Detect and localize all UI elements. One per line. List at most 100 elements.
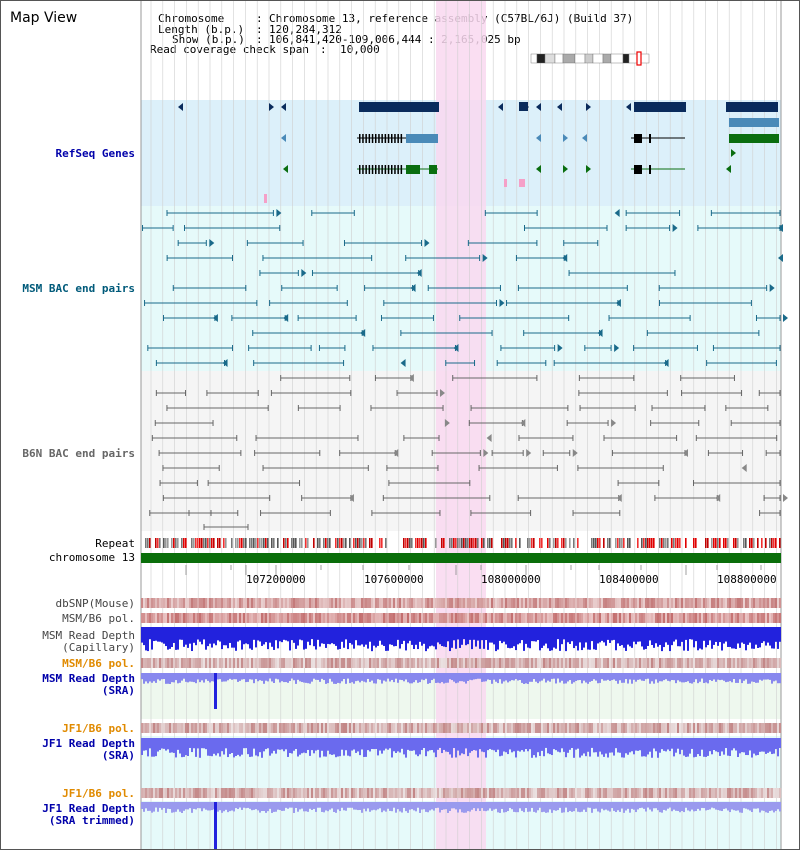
msm-b6-pol-density [483,613,486,623]
msm-depth-sra [741,673,743,684]
msm-depth-capillary [531,627,533,642]
jf1-depth [567,738,569,753]
msm-depth-capillary [439,627,441,645]
jf1-b6-pol-density [193,723,196,733]
dbsnp-density [755,598,758,608]
jf1-depth-trimmed [557,802,559,811]
dbsnp-density [463,598,466,608]
msm-b6-pol-sra-density [273,658,276,668]
jf1-depth [755,738,757,756]
msm-b6-pol-sra-density [661,658,664,668]
jf1-b6-pol-trim-density [759,788,762,798]
chromosome-ideogram-band [554,53,564,64]
track-label-refseq[interactable]: RefSeq Genes [55,147,135,160]
jf1-depth [397,738,399,752]
msm-depth-sra [303,673,305,683]
track-label-msm-bac[interactable]: MSM BAC end pairs [22,282,135,295]
msm-b6-pol-density [419,613,422,623]
jf1-depth-trimmed [309,802,311,809]
jf1-depth [545,738,547,748]
msm-b6-pol-density [411,613,414,623]
msm-b6-pol-density [353,613,356,623]
dbsnp-density [655,598,658,608]
jf1-depth-trimmed [171,802,173,813]
b6n-bac-arrow [572,449,578,457]
page-title: Map View [10,10,78,26]
msm-b6-pol-density [663,613,666,623]
dbsnp-density [471,598,474,608]
msm-b6-pol-density [291,613,294,623]
msm-b6-pol-density [203,613,206,623]
jf1-b6-pol-density [615,723,618,733]
dbsnp-density [491,598,494,608]
dbsnp-density [713,598,716,608]
dbsnp-density [449,598,452,608]
msm-depth-capillary [669,627,671,652]
msm-b6-pol-density [147,613,150,623]
dbsnp-density [735,598,738,608]
msm-b6-pol-density [239,613,242,623]
show-key: Show (b.p.) [172,33,245,46]
msm-b6-pol-sra-density [381,658,384,668]
jf1-depth-trimmed [235,802,237,809]
jf1-b6-pol-trim-density [701,788,704,798]
repeat-feature [619,538,621,548]
msm-depth-capillary [625,627,627,651]
msm-depth-sra [349,673,351,684]
repeat-feature [251,538,253,548]
msm-depth-sra [289,673,291,682]
msm-depth-sra [533,673,535,680]
jf1-depth [649,738,651,752]
msm-b6-pol-sra-density [243,658,246,668]
jf1-depth [263,738,265,752]
msm-b6-pol-sra-density [141,658,144,668]
jf1-b6-pol-density [691,723,694,733]
jf1-depth-trimmed [253,802,255,810]
msm-depth-sra [285,673,287,683]
dbsnp-density [231,598,234,608]
repeat-feature [327,538,329,548]
jf1-b6-pol-density [173,723,176,733]
msm-b6-pol-sra-density [295,658,298,668]
repeat-feature [241,538,243,548]
msm-depth-capillary [729,627,731,647]
msm-b6-pol-sra-density [283,658,286,668]
msm-b6-pol-sra-density [225,658,228,668]
jf1-b6-pol-density [199,723,202,733]
msm-b6-pol-density [255,613,258,623]
msm-b6-pol-density [619,613,622,623]
jf1-b6-pol-density [651,723,654,733]
jf1-depth-trimmed [585,802,587,812]
jf1-b6-pol-trim-density [277,788,280,798]
msm-b6-pol-sra-density [653,658,656,668]
jf1-b6-pol-trim-density [621,788,624,798]
track-label-b6n-bac[interactable]: B6N BAC end pairs [22,447,135,460]
msm-b6-pol-sra-density [149,658,152,668]
jf1-depth [393,738,395,752]
dbsnp-density [159,598,162,608]
msm-b6-pol-density [607,613,610,623]
msm-b6-pol-sra-density [257,658,260,668]
jf1-b6-pol-trim-density [665,788,668,798]
jf1-b6-pol-trim-density [251,788,254,798]
msm-b6-pol-sra-density [247,658,250,668]
track-label-repeat: Repeat [95,537,135,550]
repeat-feature [443,538,445,548]
msm-b6-pol-density [547,613,550,623]
msm-depth-capillary [339,627,341,650]
msm-depth-capillary [307,627,309,642]
msm-b6-pol-density [657,613,660,623]
msm-depth-sra [263,673,265,684]
msm-b6-pol-sra-density [411,658,414,668]
gene-exon [359,165,361,174]
jf1-b6-pol-density [539,723,542,733]
jf1-b6-pol-density [327,723,330,733]
jf1-depth [167,738,169,750]
msm-depth-capillary [601,627,603,641]
msm-b6-pol-density [765,613,768,623]
msm-b6-pol-sra-density [605,658,608,668]
msm-depth-capillary [591,627,593,642]
msm-b6-pol-sra-density [197,658,200,668]
msm-depth-sra [239,673,241,681]
